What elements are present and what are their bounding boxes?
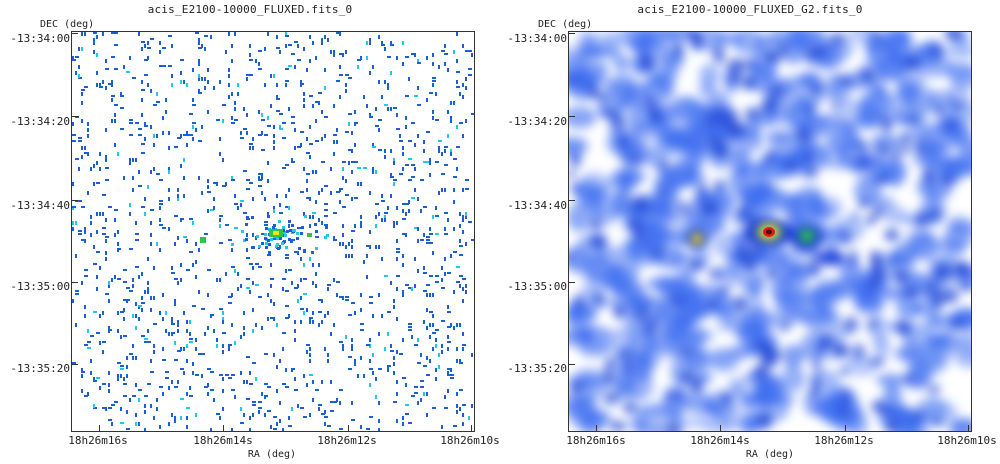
right-x-tick-label: 18h26m14s [690, 434, 750, 447]
left-x-tick-label: 18h26m10s [440, 434, 500, 447]
left-image-canvas[interactable] [71, 31, 475, 432]
y-tick-mark [569, 116, 575, 117]
x-tick-mark [99, 425, 100, 431]
right-image-title: acis_E2100-10000_FLUXED_G2.fits_0 [637, 3, 863, 16]
y-tick-mark [72, 200, 78, 201]
left-x-tick-label: 18h26m16s [68, 434, 128, 447]
left-image-title: acis_E2100-10000_FLUXED.fits_0 [147, 3, 353, 16]
left-y-axis-name: DEC (deg) [40, 19, 95, 30]
right-image-panel: acis_E2100-10000_FLUXED_G2.fits_0 DEC (d… [500, 0, 1000, 464]
right-y-tick-label: -13:34:00 [507, 32, 567, 45]
left-y-tick-label: -13:35:20 [10, 362, 70, 375]
right-y-tick-label: -13:35:20 [507, 362, 567, 375]
right-x-axis-name: RA (deg) [745, 449, 795, 460]
right-x-tick-label: 18h26m12s [814, 434, 874, 447]
y-tick-mark [569, 33, 575, 34]
x-tick-mark [348, 425, 349, 431]
left-y-tick-label: -13:35:00 [10, 280, 70, 293]
x-tick-mark [471, 425, 472, 431]
x-tick-mark [596, 425, 597, 431]
x-tick-mark [968, 425, 969, 431]
y-tick-mark [569, 200, 575, 201]
left-y-tick-label: -13:34:40 [10, 199, 70, 212]
right-y-axis-name: DEC (deg) [538, 19, 593, 30]
right-x-tick-label: 18h26m16s [566, 434, 626, 447]
left-x-axis-name: RA (deg) [247, 449, 297, 460]
y-tick-mark [569, 364, 575, 365]
right-y-tick-label: -13:35:00 [507, 280, 567, 293]
x-tick-mark [720, 425, 721, 431]
left-y-tick-label: -13:34:20 [10, 115, 70, 128]
y-tick-mark [72, 33, 78, 34]
left-x-tick-label: 18h26m12s [317, 434, 377, 447]
right-smoothed-map [569, 32, 971, 431]
left-image-panel: acis_E2100-10000_FLUXED.fits_0 DEC (deg)… [10, 3, 500, 460]
x-tick-mark [223, 425, 224, 431]
y-tick-mark [72, 116, 78, 117]
left-y-tick-label: -13:34:00 [10, 32, 70, 45]
right-x-tick-label: 18h26m10s [937, 434, 997, 447]
right-y-tick-label: -13:34:20 [507, 115, 567, 128]
y-tick-mark [569, 282, 575, 283]
y-tick-mark [72, 282, 78, 283]
left-count-map [72, 32, 474, 431]
left-x-tick-label: 18h26m14s [193, 434, 253, 447]
y-tick-mark [72, 364, 78, 365]
right-y-tick-label: -13:34:40 [507, 199, 567, 212]
x-tick-mark [845, 425, 846, 431]
right-image-canvas[interactable] [568, 31, 972, 432]
